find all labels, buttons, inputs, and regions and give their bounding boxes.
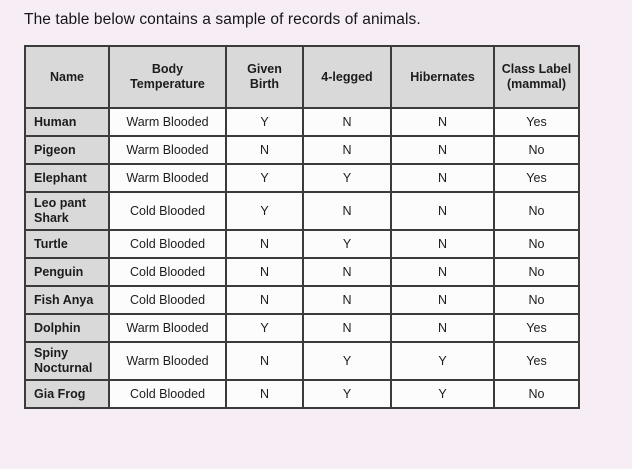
hibernates-cell: Y <box>390 341 495 381</box>
table-row-gia-frog: Gia Frog Cold Blooded N Y Y No <box>24 379 580 409</box>
row-name-cell: Spiny Nocturnal <box>24 341 110 381</box>
class-label-cell: No <box>493 285 580 315</box>
class-label-cell: Yes <box>493 163 580 193</box>
class-label-cell: No <box>493 191 580 231</box>
4-legged-cell: Y <box>302 341 392 381</box>
row-name-cell: Dolphin <box>24 313 110 343</box>
4-legged-cell: N <box>302 285 392 315</box>
column-header-4-legged: 4-legged <box>302 45 392 109</box>
body-temperature-cell: Warm Blooded <box>108 135 227 165</box>
given-birth-cell: N <box>225 257 304 287</box>
body-temperature-cell: Cold Blooded <box>108 285 227 315</box>
class-label-cell: No <box>493 135 580 165</box>
hibernates-cell: N <box>390 135 495 165</box>
body-temperature-cell: Cold Blooded <box>108 379 227 409</box>
column-header-given-birth: Given Birth <box>225 45 304 109</box>
table-row-human: Human Warm Blooded Y N N Yes <box>24 107 580 137</box>
given-birth-cell: N <box>225 285 304 315</box>
body-temperature-cell: Cold Blooded <box>108 229 227 259</box>
4-legged-cell: N <box>302 257 392 287</box>
4-legged-cell: N <box>302 191 392 231</box>
table-row-dolphin: Dolphin Warm Blooded Y N N Yes <box>24 313 580 343</box>
body-temperature-cell: Cold Blooded <box>108 191 227 231</box>
row-name-cell: Leo pant Shark <box>24 191 110 231</box>
table-row-leo-pant-shark: Leo pant Shark Cold Blooded Y N N No <box>24 191 580 231</box>
table-row-elephant: Elephant Warm Blooded Y Y N Yes <box>24 163 580 193</box>
given-birth-cell: N <box>225 341 304 381</box>
column-header-body-temperature: Body Temperature <box>108 45 227 109</box>
class-label-cell: No <box>493 379 580 409</box>
table-row-fish-anya: Fish Anya Cold Blooded N N N No <box>24 285 580 315</box>
row-name-cell: Penguin <box>24 257 110 287</box>
hibernates-cell: N <box>390 229 495 259</box>
4-legged-cell: N <box>302 135 392 165</box>
given-birth-cell: N <box>225 379 304 409</box>
class-label-cell: No <box>493 229 580 259</box>
animal-records-table: Name Body Temperature Given Birth 4-legg… <box>24 45 580 409</box>
table-body: Human Warm Blooded Y N N Yes Pigeon Warm… <box>24 107 580 409</box>
body-temperature-cell: Warm Blooded <box>108 163 227 193</box>
given-birth-cell: Y <box>225 191 304 231</box>
4-legged-cell: Y <box>302 163 392 193</box>
given-birth-cell: N <box>225 135 304 165</box>
hibernates-cell: Y <box>390 379 495 409</box>
hibernates-cell: N <box>390 313 495 343</box>
4-legged-cell: Y <box>302 379 392 409</box>
column-header-class-label: Class Label (mammal) <box>493 45 580 109</box>
row-name-cell: Turtle <box>24 229 110 259</box>
hibernates-cell: N <box>390 163 495 193</box>
hibernates-cell: N <box>390 107 495 137</box>
header-row: Name Body Temperature Given Birth 4-legg… <box>24 45 580 109</box>
body-temperature-cell: Cold Blooded <box>108 257 227 287</box>
class-label-cell: Yes <box>493 341 580 381</box>
row-name-cell: Elephant <box>24 163 110 193</box>
hibernates-cell: N <box>390 257 495 287</box>
page-title: The table below contains a sample of rec… <box>24 11 421 28</box>
column-header-name: Name <box>24 45 110 109</box>
4-legged-cell: Y <box>302 229 392 259</box>
row-name-cell: Gia Frog <box>24 379 110 409</box>
row-name-cell: Human <box>24 107 110 137</box>
hibernates-cell: N <box>390 191 495 231</box>
given-birth-cell: Y <box>225 107 304 137</box>
table-row-pigeon: Pigeon Warm Blooded N N N No <box>24 135 580 165</box>
4-legged-cell: N <box>302 313 392 343</box>
body-temperature-cell: Warm Blooded <box>108 313 227 343</box>
given-birth-cell: Y <box>225 163 304 193</box>
table-row-turtle: Turtle Cold Blooded N Y N No <box>24 229 580 259</box>
row-name-cell: Fish Anya <box>24 285 110 315</box>
4-legged-cell: N <box>302 107 392 137</box>
row-name-cell: Pigeon <box>24 135 110 165</box>
table-header: Name Body Temperature Given Birth 4-legg… <box>24 45 580 109</box>
table-row-penguin: Penguin Cold Blooded N N N No <box>24 257 580 287</box>
hibernates-cell: N <box>390 285 495 315</box>
given-birth-cell: Y <box>225 313 304 343</box>
class-label-cell: No <box>493 257 580 287</box>
body-temperature-cell: Warm Blooded <box>108 341 227 381</box>
body-temperature-cell: Warm Blooded <box>108 107 227 137</box>
given-birth-cell: N <box>225 229 304 259</box>
class-label-cell: Yes <box>493 107 580 137</box>
class-label-cell: Yes <box>493 313 580 343</box>
column-header-hibernates: Hibernates <box>390 45 495 109</box>
table-row-spiny-nocturnal: Spiny Nocturnal Warm Blooded N Y Y Yes <box>24 341 580 381</box>
